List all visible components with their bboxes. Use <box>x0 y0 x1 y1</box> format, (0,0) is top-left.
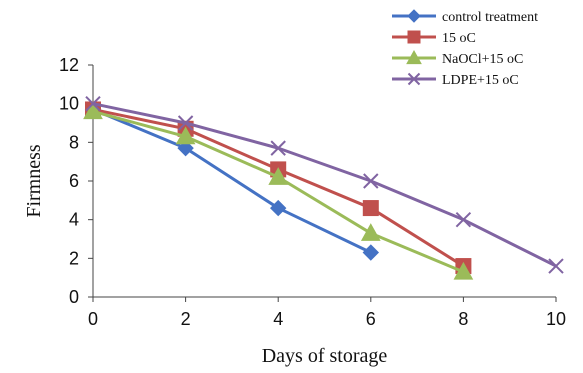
x-axis-ticks: 0 2 4 6 8 10 <box>88 297 566 329</box>
x-axis-title: Days of storage <box>262 345 388 367</box>
data-point <box>177 115 194 131</box>
legend-item: 15 oC <box>392 30 476 46</box>
data-point <box>85 95 101 112</box>
legend-label: LDPE+15 oC <box>442 73 519 88</box>
legend-marker <box>406 49 422 65</box>
series-3 <box>85 95 564 274</box>
data-point <box>362 200 379 217</box>
legend-item: control treatment <box>392 9 538 25</box>
data-point <box>175 126 196 145</box>
x-tick-label: 8 <box>458 309 468 329</box>
data-point <box>270 140 286 156</box>
legend-marker <box>407 9 421 23</box>
series-line <box>92 109 464 274</box>
data-point <box>269 199 287 217</box>
legend: control treatment 15 oC NaOCl+15 oC LDPE+15… <box>392 9 538 88</box>
x-tick-label: 10 <box>546 309 566 329</box>
y-tick-label: 6 <box>69 171 79 191</box>
data-point <box>177 139 194 157</box>
series-group <box>83 95 564 280</box>
y-tick-label: 4 <box>69 210 79 230</box>
data-point <box>548 258 564 274</box>
series-0 <box>84 101 380 261</box>
data-point <box>268 167 289 185</box>
data-point <box>455 211 472 228</box>
y-tick-label: 10 <box>59 94 79 114</box>
data-point <box>360 223 381 241</box>
y-axis-title: Firmness <box>23 144 45 218</box>
series-line <box>92 102 557 268</box>
y-tick-label: 12 <box>59 55 79 75</box>
series-2 <box>83 101 474 280</box>
legend-marker <box>407 30 421 44</box>
data-point <box>362 244 380 261</box>
data-point <box>83 101 103 120</box>
legend-item: LDPE+15 oC <box>392 72 519 88</box>
y-tick-label: 8 <box>69 132 79 152</box>
legend-label: 15 oC <box>442 31 476 46</box>
legend-item: NaOCl+15 oC <box>392 49 523 67</box>
legend-label: control treatment <box>442 10 538 25</box>
y-tick-label: 0 <box>69 287 79 307</box>
series-line <box>92 108 372 254</box>
x-tick-label: 4 <box>273 309 283 329</box>
x-tick-label: 2 <box>181 309 191 329</box>
y-axis-ticks: 0 2 4 6 8 10 12 <box>59 55 93 307</box>
x-tick-label: 6 <box>366 309 376 329</box>
x-tick-label: 0 <box>88 309 98 329</box>
axes: 0 2 4 6 8 10 0 2 4 6 8 10 12 <box>59 55 566 329</box>
data-point <box>453 261 474 280</box>
data-point <box>363 173 379 189</box>
series-1 <box>85 101 472 275</box>
y-tick-label: 2 <box>69 248 79 268</box>
legend-marker <box>407 72 421 86</box>
legend-label: NaOCl+15 oC <box>442 52 523 67</box>
